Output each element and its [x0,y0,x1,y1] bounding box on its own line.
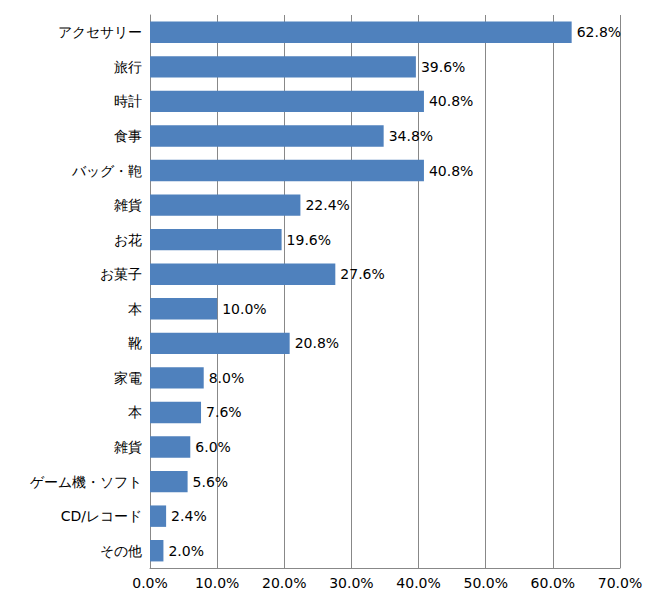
svg-text:7.6%: 7.6% [206,404,242,420]
svg-text:0.0%: 0.0% [132,575,168,591]
svg-text:20.0%: 20.0% [262,575,306,591]
svg-text:2.0%: 2.0% [168,543,204,559]
svg-text:8.0%: 8.0% [209,370,245,386]
svg-text:6.0%: 6.0% [195,439,231,455]
svg-text:2.4%: 2.4% [171,508,207,524]
svg-text:雑貨: 雑貨 [114,439,142,455]
svg-text:食事: 食事 [114,128,142,144]
svg-text:本: 本 [128,301,142,317]
svg-text:62.8%: 62.8% [577,24,621,40]
svg-text:本: 本 [128,404,142,420]
svg-text:旅行: 旅行 [114,59,142,75]
svg-text:お菓子: お菓子 [100,266,142,282]
svg-text:22.4%: 22.4% [305,197,349,213]
svg-text:70.0%: 70.0% [598,575,642,591]
svg-text:アクセサリー: アクセサリー [58,24,142,40]
svg-text:40.0%: 40.0% [396,575,440,591]
svg-text:その他: その他 [100,543,142,559]
svg-text:バッグ・鞄: バッグ・鞄 [71,163,142,179]
svg-text:雑貨: 雑貨 [114,197,142,213]
svg-text:ゲーム機・ソフト: ゲーム機・ソフト [30,474,142,490]
svg-text:40.8%: 40.8% [429,163,473,179]
svg-text:27.6%: 27.6% [340,266,384,282]
svg-text:10.0%: 10.0% [222,301,266,317]
svg-text:お花: お花 [114,232,142,248]
svg-text:39.6%: 39.6% [421,59,465,75]
svg-text:5.6%: 5.6% [193,474,229,490]
svg-text:60.0%: 60.0% [531,575,575,591]
svg-text:30.0%: 30.0% [329,575,373,591]
svg-text:40.8%: 40.8% [429,93,473,109]
svg-text:10.0%: 10.0% [195,575,239,591]
svg-text:34.8%: 34.8% [389,128,433,144]
svg-text:50.0%: 50.0% [463,575,507,591]
svg-text:時計: 時計 [114,93,142,109]
svg-text:19.6%: 19.6% [287,232,331,248]
svg-text:CD/レコード: CD/レコード [61,508,142,524]
svg-text:20.8%: 20.8% [295,335,339,351]
svg-text:家電: 家電 [114,370,142,386]
svg-text:靴: 靴 [128,335,142,351]
